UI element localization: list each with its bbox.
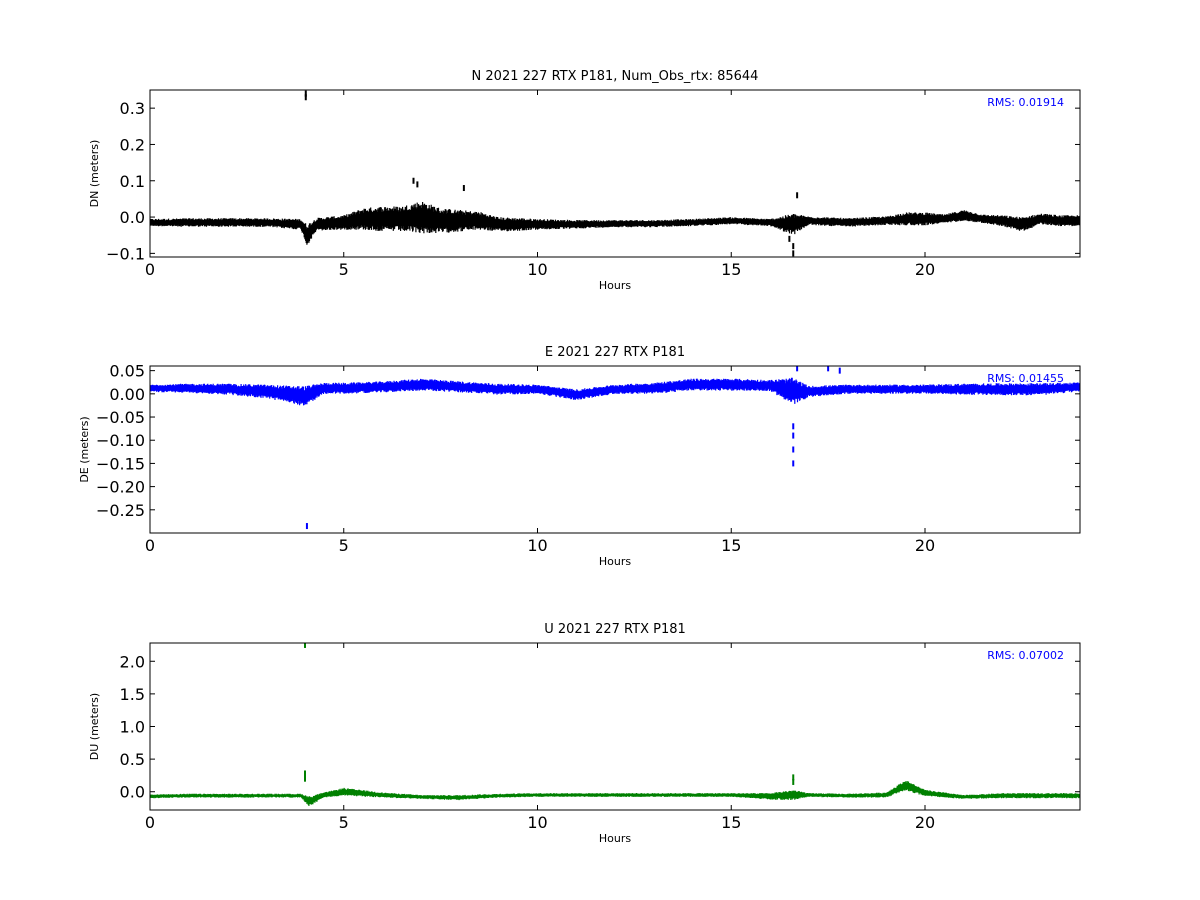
y-tick-label: −0.1 [106,244,145,263]
y-tick-label: 2.0 [120,652,145,671]
x-tick-label: 15 [721,536,741,555]
axes-frame [149,365,1081,534]
y-tick-label: 1.0 [120,718,145,737]
x-axis-label: Hours [599,832,631,845]
outlier-point [416,181,419,188]
axes-frame [149,642,1081,811]
outlier-point [792,423,795,430]
outlier-point [304,90,307,97]
x-tick-label: 5 [339,536,349,555]
outlier-point [827,366,830,372]
x-tick-label: 0 [145,813,155,832]
chart-title: U 2021 227 RTX P181 [544,622,686,637]
subplot-u: 0 5 10 15 20 0.0 0.5 1.0 1.5 2.0 U 2021 227 RTX P1… [88,622,1081,845]
data-series [150,366,1080,530]
outlier-point [838,367,841,374]
y-tick-label: 0.00 [109,385,145,404]
outlier-point [412,177,415,184]
outlier-point [792,460,795,467]
y-tick-label: −0.05 [96,408,145,427]
x-tick-label: 5 [339,260,349,279]
x-tick-label: 15 [721,813,741,832]
rms-annotation: RMS: 0.01914 [987,96,1064,109]
x-tick-label: 10 [527,813,547,832]
y-tick-label: −0.20 [96,478,145,497]
y-tick-label: 0.3 [120,99,145,118]
x-tick-label: 5 [339,813,349,832]
outlier-point [792,778,795,785]
x-axis-label: Hours [599,555,631,568]
x-tick-label: 20 [915,536,935,555]
outlier-point [792,774,795,781]
x-tick-label: 20 [915,813,935,832]
rms-annotation: RMS: 0.01455 [987,372,1064,385]
x-axis-label: Hours [599,279,631,292]
y-tick-label: −0.15 [96,454,145,473]
x-tick-label: 0 [145,260,155,279]
y-tick-label: 0.0 [120,208,145,227]
series-band [150,781,1080,806]
outlier-point [792,243,795,250]
x-tick-label: 10 [527,536,547,555]
x-tick-label: 15 [721,260,741,279]
outlier-point [305,523,308,530]
y-tick-label: 0.2 [120,135,145,154]
outlier-point [788,235,791,242]
chart-title: E 2021 227 RTX P181 [545,345,685,360]
outlier-point [304,643,306,648]
rms-annotation: RMS: 0.07002 [987,649,1064,662]
x-tick-label: 20 [915,260,935,279]
y-tick-label: 0.05 [109,362,145,381]
x-tick-label: 10 [527,260,547,279]
outlier-point [304,94,307,101]
outlier-point [792,432,795,439]
x-tick-label: 0 [145,536,155,555]
data-series [150,90,1080,257]
y-tick-label: −0.10 [96,431,145,450]
subplot-n: 0 5 10 15 20 −0.1 0.0 0.1 0.2 0.3 N 2021 227 RTX P… [88,69,1081,292]
outlier-point [304,770,306,777]
subplot-e: 0 5 10 15 20 −0.25 −0.20 −0.15 −0.10 −0.05 0.00 0.0… [78,345,1081,568]
y-axis-label: DN (meters) [88,140,101,208]
y-tick-label: 0.0 [120,783,145,802]
outlier-point [304,775,306,782]
chart-title: N 2021 227 RTX P181, Num_Obs_rtx: 85644 [472,69,759,84]
y-axis-label: DU (meters) [88,693,101,760]
y-axis-label: DE (meters) [78,416,91,482]
outlier-point [792,250,795,257]
data-series [150,643,1080,806]
y-tick-label: −0.25 [96,501,145,520]
series-band [150,202,1080,245]
y-tick-label: 0.1 [120,172,145,191]
outlier-point [792,446,795,453]
y-tick-label: 1.5 [120,685,145,704]
outlier-point [796,192,799,199]
outlier-point [462,185,465,192]
outlier-point [796,366,799,372]
y-tick-label: 0.5 [120,750,145,769]
series-band [150,377,1080,406]
axes-frame [149,89,1081,258]
